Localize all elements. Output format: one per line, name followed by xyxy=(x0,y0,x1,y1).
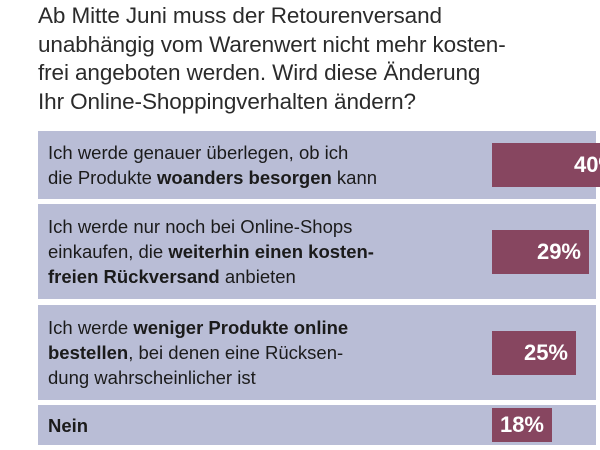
chart-row: Ich werde weniger Produkte online bestell… xyxy=(38,305,596,400)
bar: 18% xyxy=(492,408,552,442)
bar: 40% xyxy=(492,143,600,187)
question-line: Ab Mitte Juni muss der Retourenversand xyxy=(38,3,442,28)
question-line: frei angeboten werden. Wird diese Änderu… xyxy=(38,60,481,85)
question-line: Ihr Online-Shoppingverhalten ändern? xyxy=(38,88,416,114)
chart-row: Nein 18% xyxy=(38,405,596,445)
bar: 29% xyxy=(492,230,589,274)
bar: 25% xyxy=(492,331,576,375)
category-label: Ich werde nur noch bei Online-Shops einka… xyxy=(48,216,374,287)
value-label: 29% xyxy=(536,239,581,264)
value-label: 18% xyxy=(499,412,544,437)
question-title: Ab Mitte Juni muss der Retourenversand un… xyxy=(38,2,594,116)
category-label: Nein xyxy=(48,415,89,436)
category-label: Ich werde genauer überlegen, ob ich die P… xyxy=(48,142,378,188)
question-line: unabhängig vom Warenwert nicht mehr kost… xyxy=(38,31,506,57)
chart-row: Ich werde nur noch bei Online-Shops einka… xyxy=(38,204,596,299)
value-label: 25% xyxy=(523,340,568,365)
category-label: Ich werde weniger Produkte online bestell… xyxy=(48,317,349,388)
chart-row: Ich werde genauer überlegen, ob ich die P… xyxy=(38,131,600,199)
value-label: 40% xyxy=(573,152,600,177)
